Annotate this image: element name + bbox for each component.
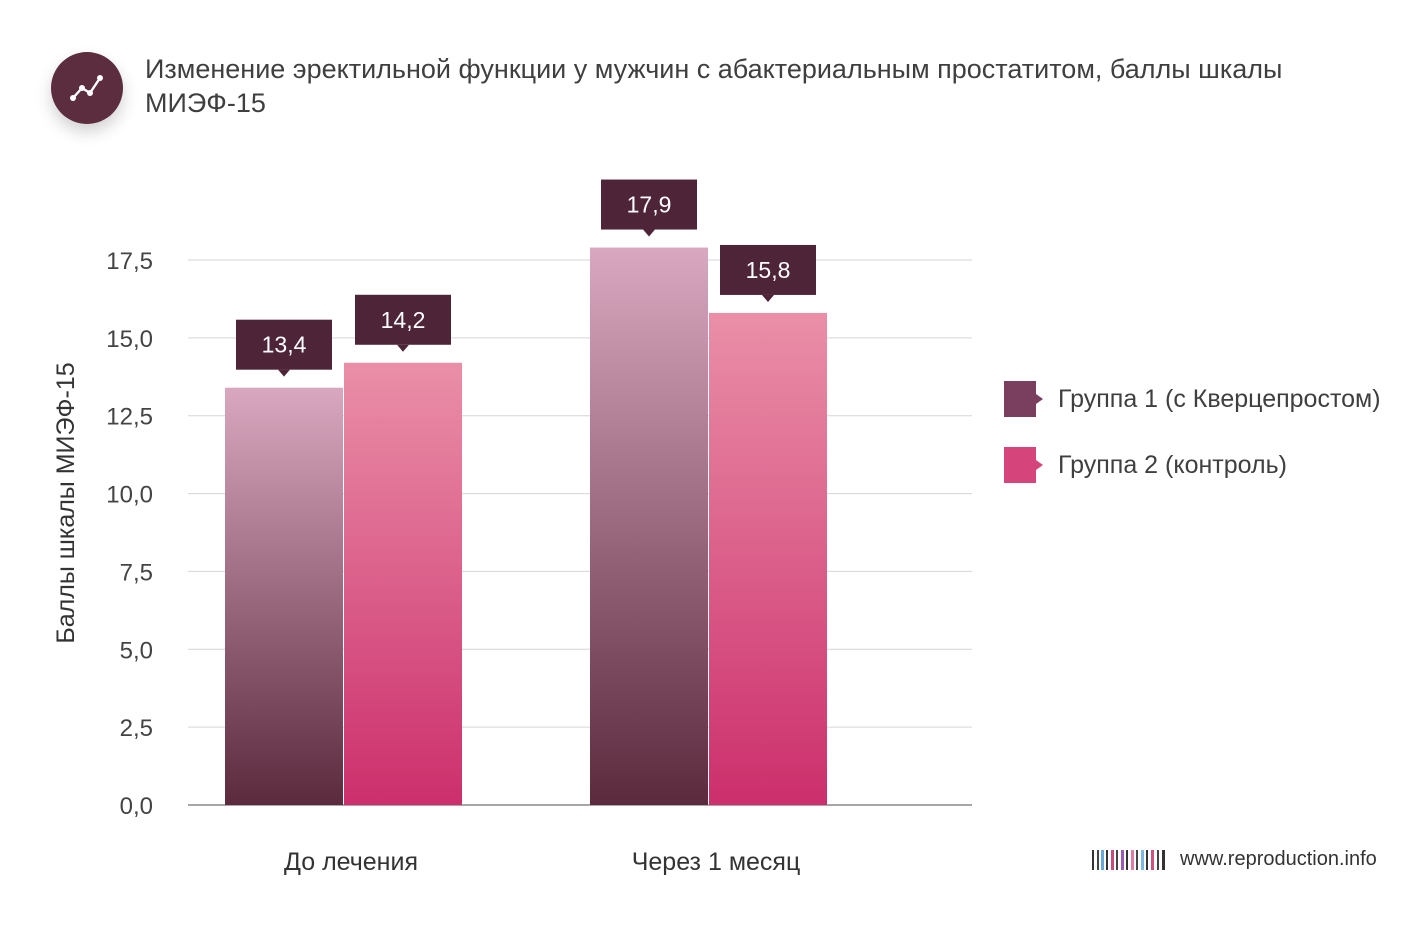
bar [344, 362, 462, 805]
y-tick-label: 2,5 [120, 715, 153, 742]
bar [590, 247, 708, 806]
line-chart-icon-glyph [70, 75, 103, 101]
line-chart-icon [51, 52, 123, 124]
y-tick-label: 12,5 [106, 404, 153, 431]
value-label-pointer [278, 369, 290, 377]
y-tick-label: 10,0 [106, 482, 153, 509]
legend-item-group1: Группа 1 (с Кверцепростом) [1004, 381, 1381, 417]
y-tick-label: 17,5 [106, 248, 153, 275]
value-label: 13,4 [262, 332, 307, 358]
chart-title: Изменение эректильной функции у мужчин с… [145, 54, 1283, 118]
value-label: 15,8 [746, 257, 791, 283]
value-label-pointer [643, 229, 655, 237]
value-label-box [601, 179, 697, 230]
value-label-box [355, 294, 451, 345]
legend-label-group1: Группа 1 (с Кверцепростом) [1058, 384, 1381, 413]
y-axis-label: Баллы шкалы МИЭФ-15 [52, 362, 80, 643]
value-label-pointer [762, 294, 774, 302]
value-label: 14,2 [381, 307, 426, 333]
legend-swatch-group2 [1004, 447, 1043, 483]
footer: www.reproduction.info [1092, 848, 1377, 871]
barcode-logo-icon [1092, 849, 1165, 870]
value-label-box [236, 319, 332, 370]
footer-url: www.reproduction.info [1180, 848, 1377, 870]
x-tick-label: Через 1 месяц [632, 848, 801, 876]
bar [225, 387, 343, 805]
value-label-pointer [397, 344, 409, 352]
bar [709, 312, 827, 805]
y-tick-label: 7,5 [120, 559, 153, 586]
legend-swatch-group1 [1004, 381, 1043, 417]
y-tick-label: 0,0 [120, 793, 153, 820]
legend-label-group2: Группа 2 (контроль) [1058, 450, 1287, 479]
legend-item-group2: Группа 2 (контроль) [1004, 447, 1287, 483]
value-label-box [720, 244, 816, 295]
y-tick-label: 5,0 [120, 637, 153, 664]
y-tick-label: 15,0 [106, 326, 153, 353]
value-label: 17,9 [627, 192, 672, 218]
x-tick-label: До лечения [284, 848, 418, 876]
